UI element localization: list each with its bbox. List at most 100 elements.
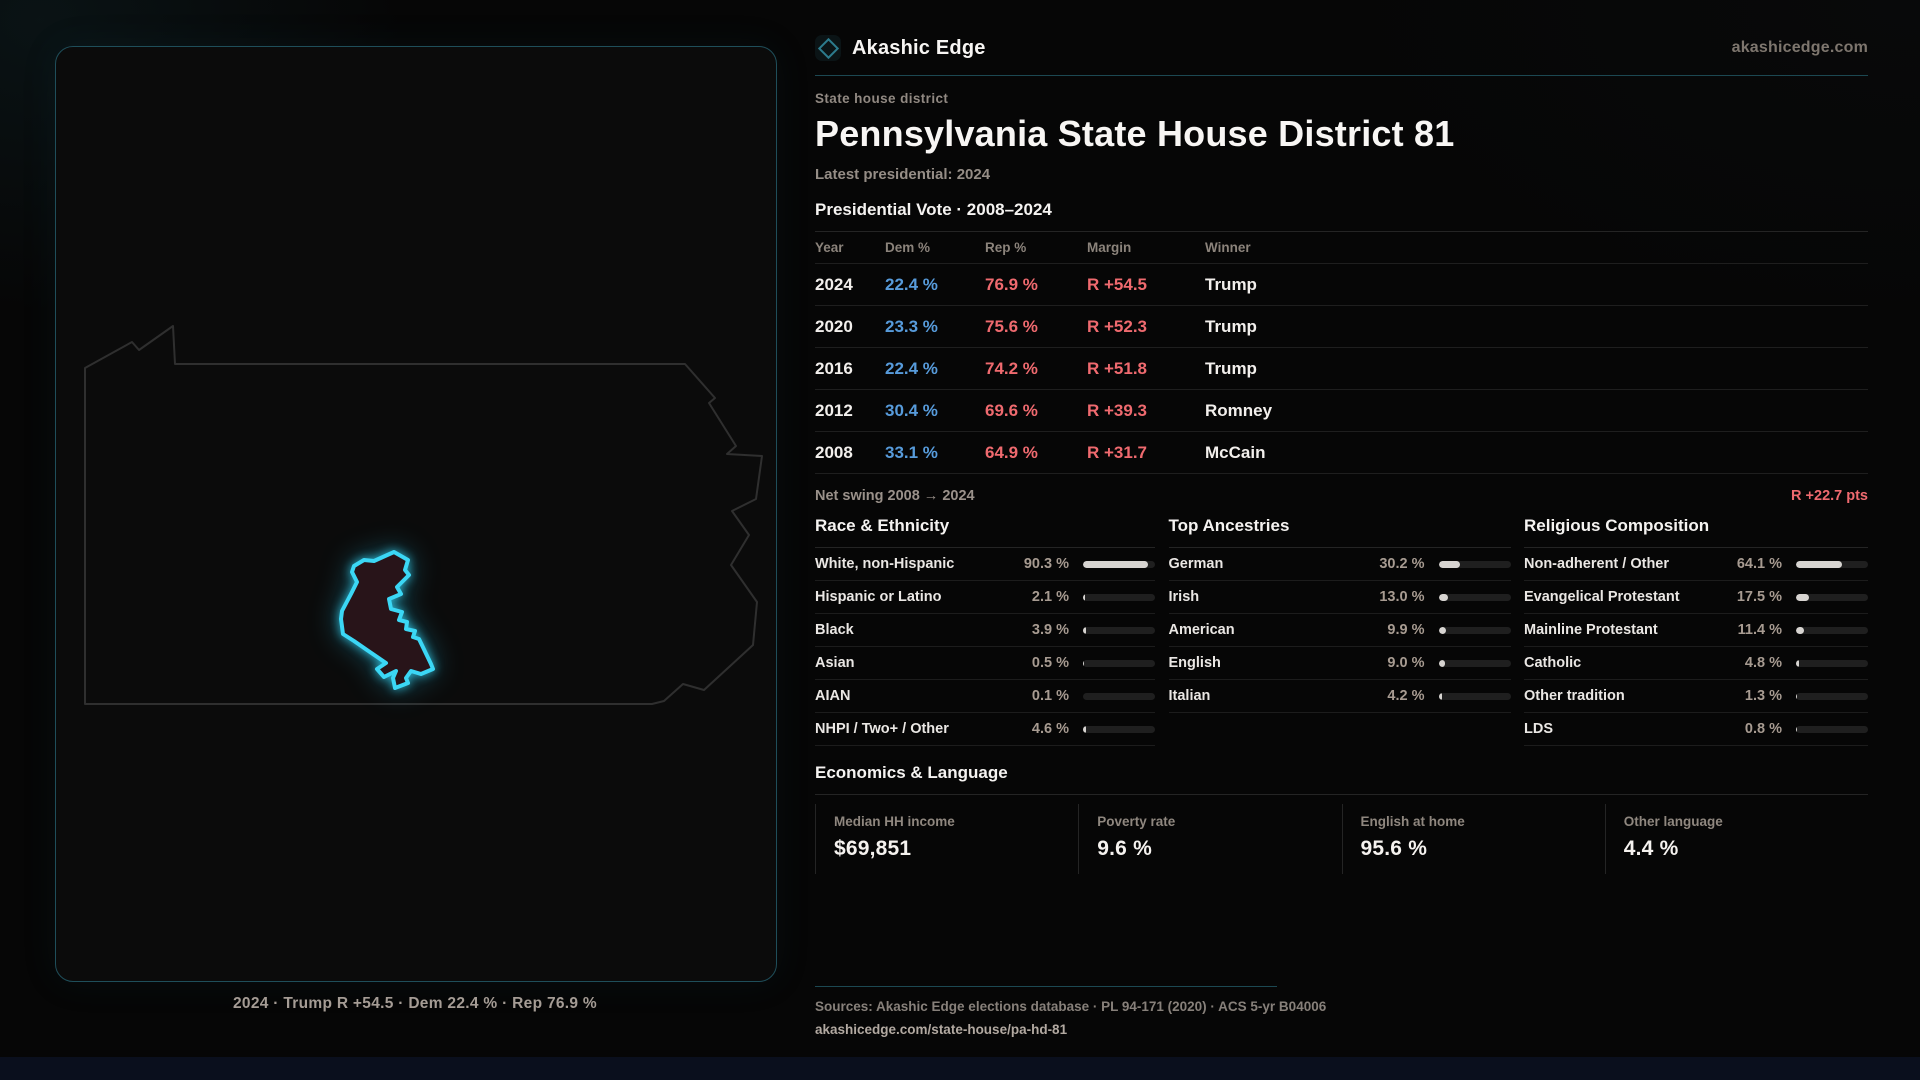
demographics-section: Race & Ethnicity White, non-Hispanic 90.… [815, 516, 1868, 746]
stat-label: Poverty rate [1097, 814, 1176, 829]
demographic-value: 4.6 % [1031, 721, 1069, 737]
demographic-bar [1083, 560, 1155, 568]
stat-card: Other language 4.4 % [1604, 804, 1868, 874]
demographic-label: Hispanic or Latino [815, 589, 942, 605]
list-item: Italian 4.2 % [1168, 680, 1511, 713]
demographic-value: 4.2 % [1387, 688, 1425, 704]
column-header-rep: Rep % [985, 240, 1027, 255]
list-item: Other tradition 1.3 % [1524, 680, 1868, 713]
demographic-bar [1083, 659, 1155, 667]
cell-dem: 33.1 % [885, 442, 938, 462]
cell-dem: 22.4 % [885, 274, 938, 294]
pennsylvania-outline [84, 325, 763, 705]
brand-name: Akashic Edge [852, 36, 986, 59]
demographic-label: American [1168, 622, 1235, 638]
demographic-rows: German 30.2 % Irish 13.0 % American 9.9 … [1168, 548, 1511, 713]
demographic-bar [1438, 560, 1511, 568]
net-swing-row: Net swing 2008 → 2024 R +22.7 pts [815, 474, 1868, 504]
footer-divider [815, 986, 1277, 987]
demographic-group-title: Top Ancestries [1168, 516, 1511, 548]
list-item: Asian 0.5 % [815, 647, 1155, 680]
economics-heading: Economics & Language [815, 763, 1868, 795]
sources-line: Sources: Akashic Edge elections database… [815, 999, 1327, 1014]
cell-year: 2012 [815, 400, 853, 420]
demographic-bar [1438, 626, 1511, 634]
demographic-value: 90.3 % [1023, 556, 1069, 572]
demographic-value: 1.3 % [1744, 688, 1782, 704]
page-title: Pennsylvania State House District 81 [815, 113, 1455, 154]
column-header-dem: Dem % [885, 240, 931, 255]
cell-margin: R +39.3 [1087, 400, 1148, 420]
demographic-group-title: Race & Ethnicity [815, 516, 1155, 548]
demographic-label: NHPI / Two+ / Other [815, 721, 949, 737]
demographic-value: 9.9 % [1387, 622, 1425, 638]
stat-value: 9.6 % [1097, 837, 1152, 860]
cell-year: 2008 [815, 442, 853, 462]
list-item: NHPI / Two+ / Other 4.6 % [815, 713, 1155, 746]
stat-value: $69,851 [834, 837, 912, 860]
demographic-label: Black [815, 622, 854, 638]
demographic-rows: White, non-Hispanic 90.3 % Hispanic or L… [815, 548, 1155, 746]
cell-winner: McCain [1205, 442, 1266, 462]
cell-dem: 30.4 % [885, 400, 938, 420]
cell-rep: 69.6 % [985, 400, 1038, 420]
net-swing-value: R +22.7 pts [1791, 488, 1868, 504]
list-item: Catholic 4.8 % [1524, 647, 1868, 680]
cell-margin: R +54.5 [1087, 274, 1148, 294]
footer: Sources: Akashic Edge elections database… [815, 986, 1868, 1037]
table-row: 2012 30.4 % 69.6 % R +39.3 Romney [815, 389, 1868, 431]
cell-winner: Trump [1205, 316, 1257, 336]
demographic-label: Italian [1168, 688, 1211, 704]
table-row: 2008 33.1 % 64.9 % R +31.7 McCain [815, 431, 1868, 473]
demographic-bar [1796, 593, 1868, 601]
demographic-value: 13.0 % [1379, 589, 1425, 605]
demographic-label: German [1168, 556, 1224, 572]
stat-card: Poverty rate 9.6 % [1078, 804, 1341, 874]
demographic-label: Catholic [1524, 655, 1582, 671]
demographic-group: Religious Composition Non-adherent / Oth… [1524, 516, 1868, 746]
list-item: Evangelical Protestant 17.5 % [1524, 581, 1868, 614]
district-type-label: State house district [815, 91, 949, 106]
demographic-value: 30.2 % [1379, 556, 1425, 572]
cell-rep: 76.9 % [985, 274, 1038, 294]
list-item: Mainline Protestant 11.4 % [1524, 614, 1868, 647]
district-81-shape[interactable] [339, 550, 435, 690]
demographic-bar [1796, 560, 1868, 568]
list-item: White, non-Hispanic 90.3 % [815, 548, 1155, 581]
diamond-icon [817, 37, 839, 59]
list-item: LDS 0.8 % [1524, 713, 1868, 746]
brand-logo[interactable]: Akashic Edge [815, 35, 986, 61]
demographic-value: 0.5 % [1031, 655, 1069, 671]
demographic-rows: Non-adherent / Other 64.1 % Evangelical … [1524, 548, 1868, 746]
demographic-bar [1083, 725, 1155, 733]
demographic-bar [1438, 659, 1511, 667]
demographic-value: 0.8 % [1744, 721, 1782, 737]
net-swing-label: Net swing 2008 → 2024 [815, 488, 975, 504]
demographic-group-title: Religious Composition [1524, 516, 1868, 548]
demographic-value: 2.1 % [1031, 589, 1069, 605]
demographic-label: Asian [815, 655, 855, 671]
table-row: 2016 22.4 % 74.2 % R +51.8 Trump [815, 347, 1868, 389]
demographic-bar [1438, 692, 1511, 700]
demographic-label: AIAN [815, 688, 851, 704]
permalink[interactable]: akashicedge.com/state-house/pa-hd-81 [815, 1022, 1068, 1037]
list-item: Black 3.9 % [815, 614, 1155, 647]
demographic-value: 11.4 % [1737, 622, 1782, 638]
stat-label: Other language [1623, 814, 1723, 829]
demographic-label: Non-adherent / Other [1524, 556, 1670, 572]
cell-year: 2016 [815, 358, 853, 378]
list-item: American 9.9 % [1168, 614, 1511, 647]
pennsylvania-map [84, 325, 763, 705]
demographic-value: 0.1 % [1031, 688, 1069, 704]
demographic-value: 4.8 % [1744, 655, 1782, 671]
list-item: English 9.0 % [1168, 647, 1511, 680]
demographic-value: 64.1 % [1736, 556, 1782, 572]
table-row: 2020 23.3 % 75.6 % R +52.3 Trump [815, 305, 1868, 347]
demographic-value: 17.5 % [1736, 589, 1782, 605]
presidential-vote-table: Year Dem % Rep % Margin Winner 2024 22.4… [815, 231, 1868, 474]
cell-rep: 64.9 % [985, 442, 1038, 462]
demographic-value: 3.9 % [1031, 622, 1069, 638]
header-divider [815, 75, 1868, 76]
site-domain-link[interactable]: akashicedge.com [1731, 39, 1868, 56]
stat-value: 4.4 % [1623, 837, 1679, 860]
